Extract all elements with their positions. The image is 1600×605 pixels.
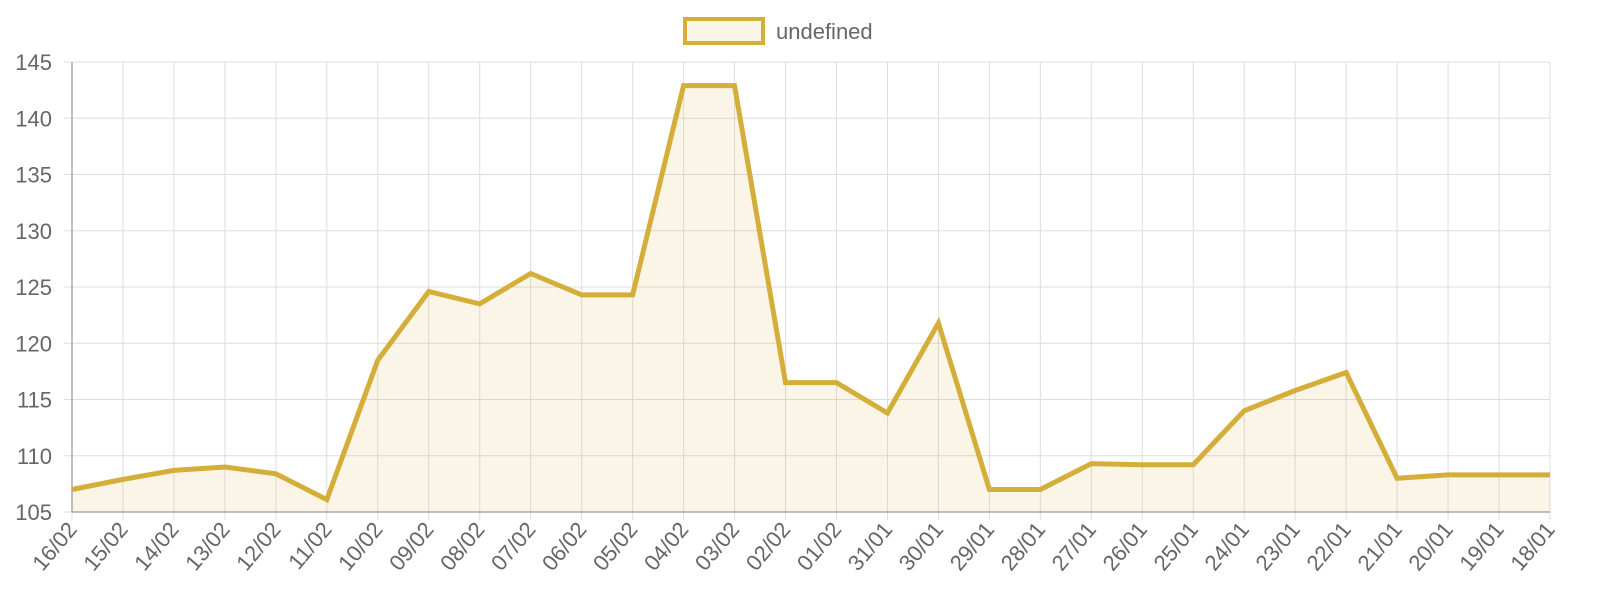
x-tick-label: 27/01 xyxy=(1047,517,1102,575)
x-tick-label: 30/01 xyxy=(894,517,949,575)
y-tick-label: 125 xyxy=(15,275,52,300)
legend-swatch xyxy=(683,17,765,45)
y-tick-label: 145 xyxy=(15,50,52,75)
x-tick-label: 03/02 xyxy=(690,517,745,575)
x-tick-label: 18/01 xyxy=(1505,517,1560,575)
x-tick-label: 16/02 xyxy=(27,517,82,575)
y-tick-label: 120 xyxy=(15,331,52,356)
x-tick-label: 21/01 xyxy=(1352,517,1407,575)
x-tick-label: 25/01 xyxy=(1149,517,1204,575)
x-tick-label: 31/01 xyxy=(843,517,898,575)
y-tick-label: 115 xyxy=(17,388,52,413)
y-tick-label: 105 xyxy=(15,500,52,525)
y-tick-label: 135 xyxy=(15,163,52,188)
x-tick-label: 06/02 xyxy=(537,517,592,575)
x-tick-label: 22/01 xyxy=(1301,517,1356,575)
x-tick-label: 23/01 xyxy=(1250,517,1305,575)
x-tick-label: 10/02 xyxy=(333,517,388,575)
x-tick-label: 14/02 xyxy=(129,517,184,575)
x-tick-label: 01/02 xyxy=(792,517,847,575)
x-tick-label: 20/01 xyxy=(1403,517,1458,575)
x-tick-label: 19/01 xyxy=(1454,517,1509,575)
x-tick-label: 05/02 xyxy=(588,517,643,575)
x-tick-label: 15/02 xyxy=(78,517,133,575)
x-tick-label: 13/02 xyxy=(180,517,235,575)
x-tick-label: 12/02 xyxy=(231,517,286,575)
x-tick-label: 29/01 xyxy=(945,517,1000,575)
legend-label: undefined xyxy=(776,19,873,44)
x-tick-label: 02/02 xyxy=(741,517,796,575)
x-tick-label: 08/02 xyxy=(435,517,490,575)
x-tick-label: 07/02 xyxy=(486,517,541,575)
x-tick-label: 09/02 xyxy=(384,517,439,575)
y-tick-label: 130 xyxy=(15,219,52,244)
area xyxy=(72,85,1550,512)
x-tick-label: 24/01 xyxy=(1199,517,1254,575)
line xyxy=(71,83,1550,504)
x-tick-label: 11/02 xyxy=(283,517,336,574)
y-tick-label: 110 xyxy=(17,444,52,469)
x-tick-label: 26/01 xyxy=(1098,517,1153,575)
x-tick-label: 28/01 xyxy=(996,517,1051,575)
y-tick-label: 140 xyxy=(15,106,52,131)
x-tick-label: 04/02 xyxy=(639,517,694,575)
